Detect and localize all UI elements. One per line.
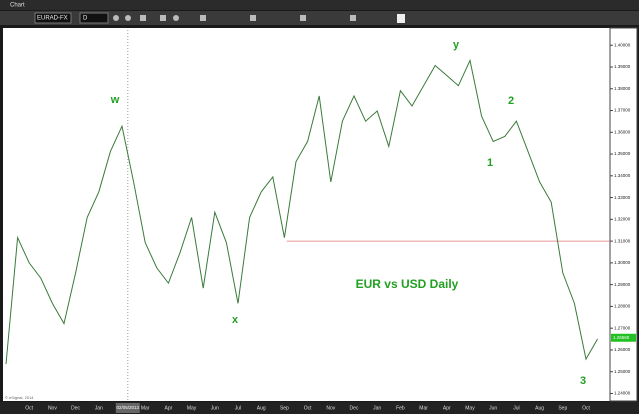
x-tick-label: Aug <box>535 405 544 411</box>
annotation: 3 <box>580 375 586 387</box>
x-tick-label: Oct <box>582 405 590 411</box>
copyright: © eSignal, 2014 <box>5 395 34 400</box>
tool-icon[interactable] <box>160 15 166 21</box>
x-tick-label: Apr <box>165 405 173 411</box>
annotation: w <box>110 94 120 106</box>
x-tick-label: Jul <box>513 405 519 411</box>
x-tick-label: Oct <box>25 405 33 411</box>
window-title: Chart <box>10 3 25 9</box>
x-tick-label: Jul <box>235 405 241 411</box>
toolbar-icons <box>113 14 405 23</box>
x-tick-label: Nov <box>326 405 335 411</box>
y-tick-label: 1.26000 <box>614 347 631 352</box>
y-tick-label: 1.27000 <box>614 325 631 330</box>
y-tick-label: 1.31000 <box>614 238 631 243</box>
last-price-box <box>611 333 636 342</box>
y-tick-label: 1.24000 <box>614 391 631 396</box>
x-tick-label: Mar <box>419 405 428 411</box>
tool-icon[interactable] <box>140 15 146 21</box>
annotation: 2 <box>508 95 514 107</box>
price-line <box>5 58 599 365</box>
tool-icon[interactable] <box>250 15 256 21</box>
x-tick-label: Jan <box>373 405 381 411</box>
y-tick-label: 1.34000 <box>614 173 631 178</box>
x-tick-label: Sep <box>280 405 289 411</box>
x-tick-label: Jun <box>489 405 497 411</box>
y-tick-label: 1.28000 <box>614 304 631 309</box>
tool-icon[interactable] <box>113 15 119 21</box>
y-tick-label: 1.37000 <box>614 108 631 113</box>
annotation: y <box>453 39 460 51</box>
symbol[interactable]: EURAD-FX <box>37 16 68 22</box>
x-tick-label: Dec <box>350 405 359 411</box>
x-tick-label: Sep <box>558 405 567 411</box>
x-tick-label: Dec <box>71 405 80 411</box>
tool-icon[interactable] <box>173 15 179 21</box>
x-tick-label: Feb <box>396 405 405 411</box>
y-tick-label: 1.33000 <box>614 195 631 200</box>
crosshair-box <box>115 403 140 413</box>
price-axis <box>609 27 638 402</box>
plot-area <box>3 28 610 401</box>
title-bar <box>0 0 639 10</box>
last-price-label: 1.26560 <box>613 335 630 340</box>
y-tick-label: 1.29000 <box>614 282 631 287</box>
tool-icon[interactable] <box>125 15 131 21</box>
annotation: EUR vs USD Daily <box>356 277 459 291</box>
y-tick-label: 1.39000 <box>614 64 631 69</box>
y-tick-label: 1.35000 <box>614 151 631 156</box>
y-tick-label: 1.32000 <box>614 217 631 222</box>
x-tick-label: Mar <box>141 405 150 411</box>
y-tick-label: 1.38000 <box>614 86 631 91</box>
x-tick-label: Nov <box>48 405 57 411</box>
toolbar <box>0 11 639 25</box>
interval-box[interactable] <box>79 12 109 24</box>
interval[interactable]: D <box>83 16 88 22</box>
x-tick-label: Jun <box>211 405 219 411</box>
y-tick-label: 1.40000 <box>614 42 631 47</box>
tool-icon[interactable] <box>397 14 405 23</box>
tool-icon[interactable] <box>350 15 356 21</box>
tool-icon[interactable] <box>200 15 206 21</box>
y-tick-label: 1.36000 <box>614 129 631 134</box>
x-tick-label: May <box>187 405 197 411</box>
y-tick-label: 1.30000 <box>614 260 631 265</box>
crosshair-label: 02/05/2013 <box>117 405 140 410</box>
x-tick-label: Jan <box>95 405 103 411</box>
tool-icon[interactable] <box>300 15 306 21</box>
x-tick-label: Apr <box>443 405 451 411</box>
x-tick-label: Aug <box>257 405 266 411</box>
annotation: x <box>232 314 239 326</box>
x-tick-label: May <box>465 405 475 411</box>
symbol-box[interactable] <box>34 12 72 24</box>
time-axis <box>0 402 639 414</box>
annotation: 1 <box>487 157 493 169</box>
x-tick-label: Oct <box>304 405 312 411</box>
y-tick-label: 1.25000 <box>614 369 631 374</box>
